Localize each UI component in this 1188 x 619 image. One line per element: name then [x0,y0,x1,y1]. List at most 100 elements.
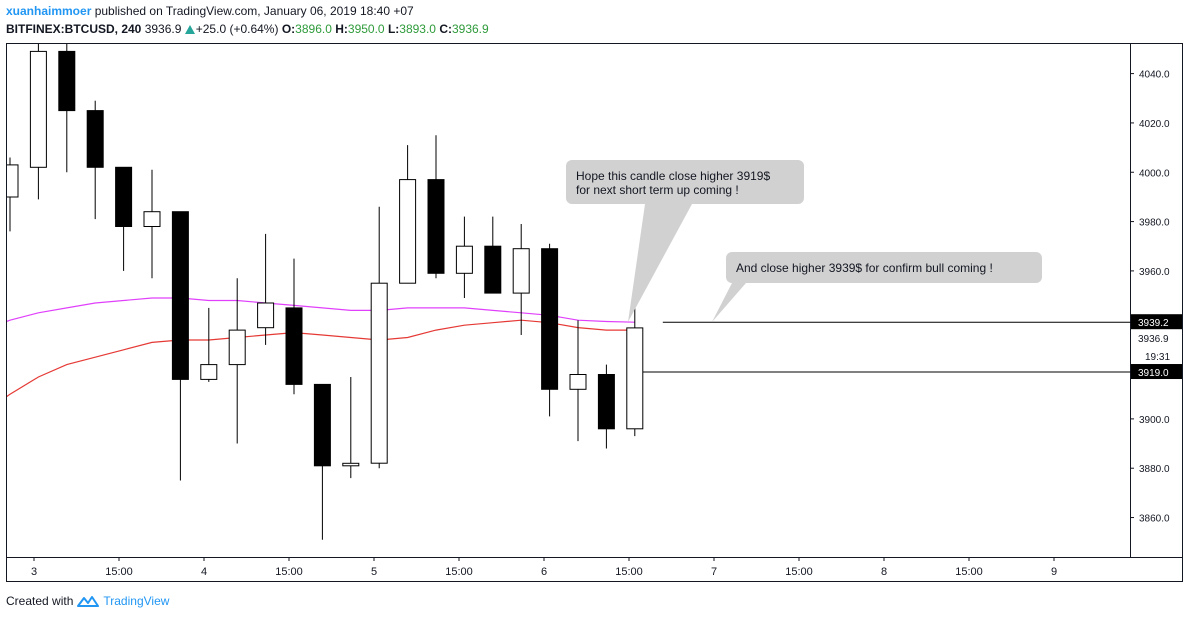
x-tick-label: 9 [1051,566,1057,578]
candle [285,258,303,395]
horizontal-lines [642,321,1182,373]
x-tick-label: 6 [541,566,547,578]
time-axis: 3 15:00 4 15:00 5 15:00 6 15:00 7 15:00 8 15:00 9 [31,557,1057,578]
candle [29,44,47,200]
candle-body [597,374,615,430]
last-price: 3936.9 [144,22,182,36]
high-label: H: [335,22,348,36]
symbol-legend: BITFINEX:BTCUSD, 240 3936.9 +25.0 (+0.64… [6,22,489,36]
low-label: L: [387,22,400,36]
line-price-label-box [1131,364,1182,380]
candle-body [29,50,47,168]
last-price-label: 3936.9 [1138,334,1169,345]
candle [313,383,331,540]
candle [569,320,587,442]
candle-body [399,179,417,284]
candle [115,166,133,271]
callout-box [726,252,1042,283]
callout-1: Hope this candle close higher 3919$for n… [566,160,804,322]
author-link[interactable]: xuanhaimmoer [6,4,92,18]
candle [58,44,76,173]
candle-body [313,383,331,467]
y-tick-label: 3980.0 [1139,218,1170,229]
created-with-text: Created with [6,594,74,608]
candle [541,243,559,417]
candle-body [484,245,502,294]
countdown-label: 19:31 [1145,352,1170,363]
candle-body [171,211,189,380]
close-label: C: [439,22,452,36]
candle [626,295,644,437]
candle [143,169,161,279]
y-tick-label: 3880.0 [1139,464,1170,475]
candle-body [200,364,218,380]
candle [171,211,189,481]
y-tick-label: 3900.0 [1139,415,1170,426]
x-tick-label: 15:00 [785,566,813,578]
candle [597,364,615,449]
open-value: 3896.0 [295,22,332,36]
tradingview-logo-icon [77,596,100,607]
publish-info: xuanhaimmoer published on TradingView.co… [6,4,414,18]
candle-body [427,179,445,274]
candles [7,44,644,540]
candle [342,377,360,479]
candle-body [455,245,473,274]
candle [455,216,473,298]
callout-text: for next short term up coming ! [576,183,739,197]
x-tick-label: 15:00 [615,566,643,578]
x-tick-label: 3 [31,566,37,578]
candle [257,233,275,345]
candle-body [342,462,360,467]
candle [399,145,417,284]
ma-line-2 [7,319,635,398]
x-tick-label: 8 [881,566,887,578]
callout-text: And close higher 3939$ for confirm bull … [736,261,993,275]
y-tick-label: 4020.0 [1139,119,1170,130]
candle-body [58,50,76,112]
low-value: 3893.0 [399,22,436,36]
callout-2: And close higher 3939$ for confirm bull … [712,252,1042,322]
annotations: Hope this candle close higher 3919$for n… [566,160,1042,322]
ma-price-label-box [1131,314,1182,330]
candle [86,100,104,220]
tradingview-link[interactable]: TradingView [103,594,170,608]
candle-body [115,166,133,228]
candle-body [370,282,388,464]
up-triangle-icon [184,25,195,34]
close-value: 3936.9 [451,22,489,36]
candle [512,224,530,335]
ma-line-1 [7,297,635,323]
candle-body [569,374,587,390]
moving-averages [7,297,635,398]
x-tick-label: 4 [201,566,207,578]
line-price-label: 3919.0 [1138,368,1169,379]
symbol-label: BITFINEX:BTCUSD, 240 [6,22,142,36]
candle-body [257,302,275,329]
x-tick-label: 5 [371,566,377,578]
candle-body [7,164,19,198]
candle [484,216,502,294]
y-tick-label: 3860.0 [1139,514,1170,525]
callout-tail [712,283,746,322]
x-tick-label: 15:00 [445,566,473,578]
candle [200,307,218,382]
candle-body [228,329,246,366]
x-tick-label: 15:00 [105,566,133,578]
candle-body [86,110,104,168]
open-label: O: [281,22,296,36]
price-axis: 4040.0 4020.0 4000.0 3980.0 3960.0 3900.0 3880… [1130,70,1182,525]
footer: Created with TradingView [6,594,169,608]
callout-tail [628,204,692,322]
candle-body [541,248,559,390]
x-tick-label: 15:00 [955,566,983,578]
ma-price-label: 3939.2 [1138,318,1169,329]
candle-body [512,248,530,294]
candle-body [143,211,161,227]
candle [370,206,388,469]
y-tick-label: 4040.0 [1139,70,1170,81]
candle [427,135,445,279]
x-tick-label: 7 [711,566,717,578]
y-tick-label: 4000.0 [1139,168,1170,179]
